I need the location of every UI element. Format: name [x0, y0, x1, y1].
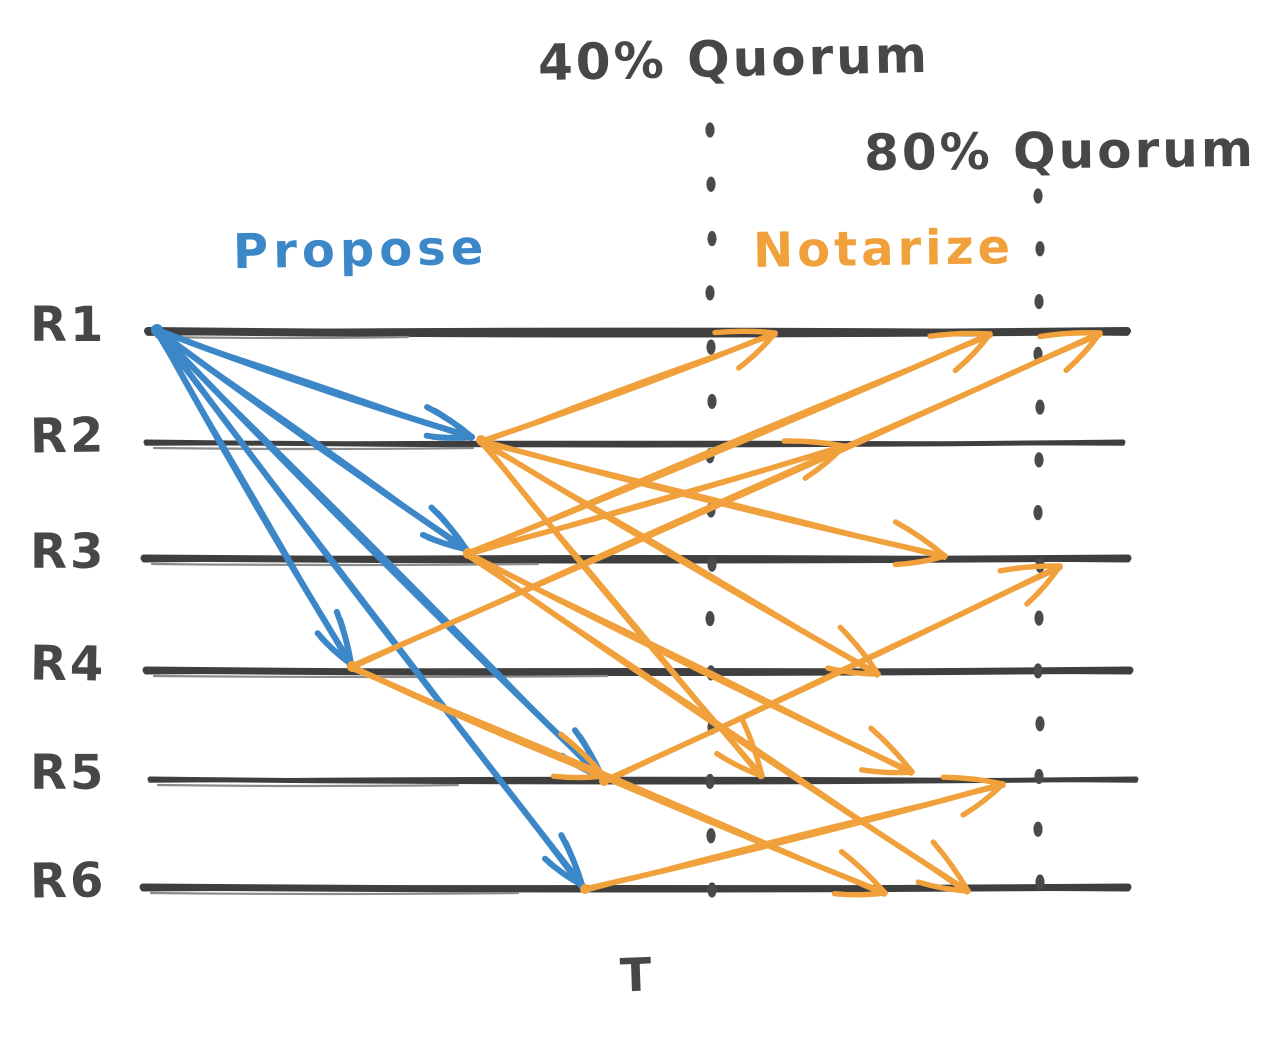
propose-arrowhead2-R4-barb1 [318, 635, 351, 662]
quorum-line-dot-40 [706, 339, 716, 355]
notarize-arrowhead-R4-R1-barb0 [1037, 330, 1103, 340]
quorum-line-dot-80 [1033, 821, 1043, 837]
notarize-arrowhead-R3-R5-barb1 [858, 767, 915, 776]
notarize-arrowhead-R2-R5-barb1 [714, 750, 765, 779]
timeline-shadow-R2 [152, 446, 475, 451]
propose-arrowhead2-R6-barb1 [546, 860, 581, 883]
quorum-line-dot-80 [1033, 188, 1043, 204]
propose-arrow-R1-R4-overdraw [153, 328, 352, 668]
quorum-line-dot-40 [705, 610, 715, 627]
propose-phase-label: Propose [232, 219, 489, 281]
quorum-line-dot-40 [707, 393, 717, 410]
propose-arrowhead2-R6-barb0 [563, 839, 581, 883]
quorum-line-dot-80 [1034, 452, 1044, 468]
quorum-line-dot-40 [706, 828, 716, 844]
timeline-R6-overdraw [140, 884, 1131, 892]
quorum-line-dot-40 [707, 556, 717, 572]
propose-arrowhead2-R2-barb1 [430, 432, 469, 441]
quorum-line-dot-40 [706, 176, 716, 192]
notarize-arrow-R3-R2-overdraw [466, 445, 847, 557]
notarize-arrowhead-R6-R5-barb0 [940, 774, 1006, 787]
quorum-line-dot-80 [1035, 241, 1045, 257]
notarize-arrow-R6-R5-overdraw [583, 783, 1006, 893]
notarize-start-point-R4 [347, 662, 357, 672]
notarize-start-point-R3 [463, 549, 473, 559]
notarize-arrowhead-R2-R4-barb0 [837, 624, 881, 677]
quorum-line-dot-80 [1034, 610, 1044, 626]
replica-label-r1: R1 [30, 297, 107, 353]
notarize-arrowhead-R3-R1-barb0 [927, 330, 993, 339]
quorum-line-dot-80 [1034, 768, 1044, 785]
quorum-line-dot-80 [1034, 293, 1044, 310]
propose-origin-point [151, 324, 163, 336]
quorum-40-label: 40% Quorum [537, 25, 931, 93]
propose-arrowhead2-R2-barb0 [432, 407, 469, 438]
notarize-arrow-R3-R1-overdraw [466, 333, 993, 557]
quorum-line-dot-40 [705, 773, 715, 790]
replica-label-r2: R2 [29, 407, 107, 465]
notarize-arrow-R2-R1-overdraw [480, 332, 778, 445]
notarize-arrowhead-R2-R4-barb1 [825, 665, 881, 677]
propose-arrow-R1-R5-overdraw [153, 329, 603, 781]
notarize-arrowhead-R3-R6-barb1 [915, 879, 971, 894]
quorum-line-dot-80 [1035, 716, 1045, 732]
time-axis-label: T [619, 947, 653, 1003]
notarize-arrowhead-R5-R3-barb1 [1024, 563, 1063, 607]
notarize-arrowhead-R4-R6-barb1 [831, 890, 888, 898]
replica-label-r5: R5 [30, 745, 107, 801]
replica-label-r6: R6 [29, 852, 107, 910]
quorum-line-dot-80 [1035, 874, 1045, 890]
quorum-80-label: 80% Quorum [863, 119, 1257, 183]
timeline-shadow-R6 [149, 891, 520, 896]
notarize-start-point-R6 [580, 884, 590, 894]
notarize-arrowhead-R5-R3-barb0 [997, 563, 1063, 574]
notarize-arrowhead-R2-R3-barb1 [892, 553, 948, 568]
timeline-shadow-R5 [156, 783, 460, 788]
notarize-phase-label: Notarize [752, 219, 1015, 279]
notarize-start-point-R2 [476, 435, 486, 445]
notarize-arrowhead-R2-R1-barb0 [712, 328, 778, 336]
propose-arrowhead2-R3-barb1 [425, 535, 464, 549]
notarize-arrowhead-R3-R1-barb1 [952, 331, 993, 374]
notarize-arrowhead-R3-R2-barb0 [781, 438, 847, 449]
propose-arrow-R1-R6-overdraw [153, 328, 583, 889]
quorum-line-dot-40 [707, 230, 717, 247]
notarize-arrowhead-R3-R6-barb0 [930, 839, 971, 894]
propose-arrowhead2-R3-barb0 [435, 510, 464, 549]
notarize-arrow-R2-R4-overdraw [479, 441, 880, 678]
notarize-arrow-R4-R6-overdraw [349, 666, 887, 897]
notarize-arrowhead-R6-R5-barb1 [960, 781, 1006, 818]
quorum-line-dot-80 [1033, 505, 1043, 521]
quorum-line-dot-40 [705, 122, 715, 138]
timeline-R2-overdraw [144, 440, 1125, 446]
notarize-arrow-R4-R1-overdraw [350, 332, 1103, 670]
notarize-arrow-R3-R5-overdraw [466, 553, 914, 776]
quorum-line-dot-40 [707, 882, 717, 898]
propose-arrow-R1-R2-overdraw [154, 329, 474, 442]
notarize-arrow-R5-R3-overdraw [602, 565, 1063, 785]
quorum-line-dot-80 [1033, 663, 1043, 679]
notarize-arrowhead-R2-R1-barb1 [736, 330, 778, 371]
notarize-arrow-R3-R6-overdraw [464, 553, 969, 895]
notarize-arrowhead-R3-R5-barb0 [868, 725, 915, 775]
propose-arrow-R1-R3-overdraw [153, 329, 468, 553]
quorum-line-dot-40 [705, 285, 715, 301]
notarize-arrowhead-R2-R3-barb0 [892, 519, 948, 559]
propose-arrowhead2-R4-barb0 [338, 617, 351, 662]
replica-label-r3: R3 [30, 524, 107, 580]
replica-label-r4: R4 [29, 635, 107, 693]
notarize-arrow-R2-R3-overdraw [479, 440, 947, 560]
quorum-line-dot-80 [1035, 399, 1045, 415]
notarize-start-point-R5 [599, 776, 609, 786]
timeline-shadow-R1 [154, 335, 410, 340]
notarize-arrowhead-R4-R6-barb0 [838, 848, 888, 896]
notarize-arrowhead-R4-R1-barb1 [1063, 330, 1103, 373]
